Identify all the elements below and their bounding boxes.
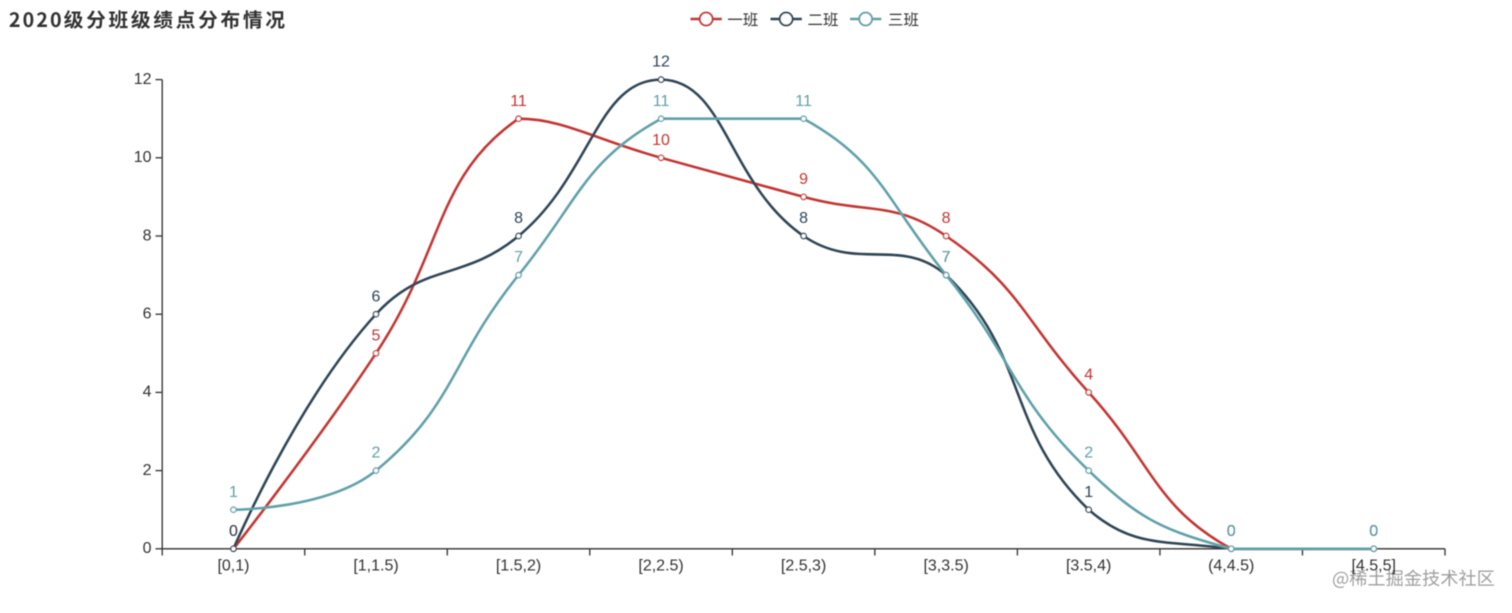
svg-text:2: 2 <box>372 445 381 462</box>
svg-text:8: 8 <box>942 210 951 227</box>
svg-text:8: 8 <box>514 210 523 227</box>
svg-text:[3.5,4): [3.5,4) <box>1066 558 1111 575</box>
svg-text:[1,1.5): [1,1.5) <box>353 558 398 575</box>
svg-text:6: 6 <box>372 288 381 305</box>
svg-text:11: 11 <box>510 93 527 110</box>
svg-text:9: 9 <box>799 171 808 188</box>
svg-text:[4.5,5]: [4.5,5] <box>1351 558 1395 575</box>
svg-text:7: 7 <box>942 249 951 266</box>
svg-text:[3,3.5): [3,3.5) <box>923 558 968 575</box>
svg-text:[2,2.5): [2,2.5) <box>638 558 683 575</box>
svg-text:2: 2 <box>1084 445 1093 462</box>
svg-text:0: 0 <box>1369 523 1378 540</box>
svg-text:[0,1): [0,1) <box>217 558 249 575</box>
svg-text:0: 0 <box>1369 523 1378 540</box>
svg-text:0: 0 <box>1227 523 1236 540</box>
svg-text:0: 0 <box>1227 523 1236 540</box>
svg-text:8: 8 <box>143 227 152 244</box>
svg-text:4: 4 <box>1084 367 1093 384</box>
svg-text:0: 0 <box>229 523 238 540</box>
svg-text:4: 4 <box>143 384 152 401</box>
svg-text:0: 0 <box>143 540 152 557</box>
svg-text:[1.5,2): [1.5,2) <box>496 558 541 575</box>
svg-text:8: 8 <box>799 210 808 227</box>
svg-text:10: 10 <box>134 149 152 166</box>
svg-text:7: 7 <box>514 249 523 266</box>
svg-text:[2.5,3): [2.5,3) <box>781 558 826 575</box>
svg-text:11: 11 <box>653 93 670 110</box>
svg-text:1: 1 <box>1084 484 1093 501</box>
svg-text:1: 1 <box>229 484 238 501</box>
svg-text:0: 0 <box>229 523 238 540</box>
svg-text:(4,4.5): (4,4.5) <box>1208 558 1254 575</box>
svg-text:12: 12 <box>134 71 152 88</box>
svg-text:0: 0 <box>1227 523 1236 540</box>
svg-text:11: 11 <box>795 93 812 110</box>
svg-text:5: 5 <box>372 327 381 344</box>
svg-text:7: 7 <box>942 249 951 266</box>
svg-text:10: 10 <box>652 132 670 149</box>
svg-text:2: 2 <box>143 462 152 479</box>
svg-text:0: 0 <box>1369 523 1378 540</box>
svg-text:12: 12 <box>652 54 670 71</box>
svg-text:6: 6 <box>143 306 152 323</box>
